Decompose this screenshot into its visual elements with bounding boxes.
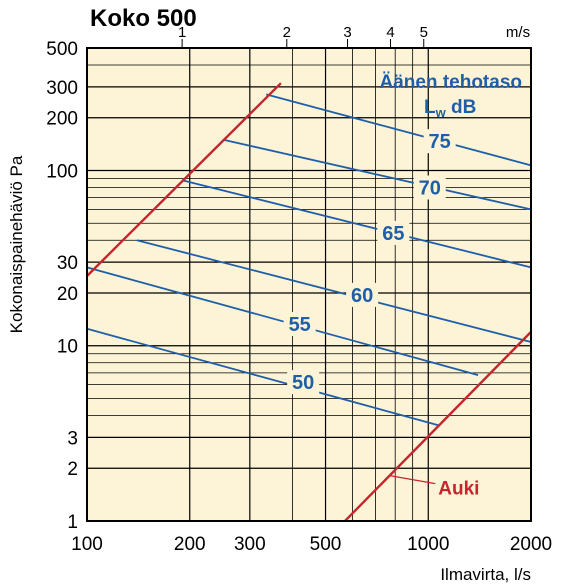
x-tick-label: 2000: [510, 534, 552, 555]
sound-level-line: [86, 327, 440, 427]
x-tick-label: 200: [174, 534, 206, 555]
x-axis-label: Ilmavirta, l/s: [440, 565, 531, 584]
y-tick-label: 200: [46, 109, 78, 130]
sound-level-label: 65: [382, 223, 404, 245]
sound-level-label-bg: [423, 129, 456, 154]
velocity-tick-label: 4: [386, 24, 394, 41]
x-tick-labels: 100 200 300 500 1000 2000: [71, 534, 552, 555]
sound-level-label-bg: [377, 220, 410, 245]
sound-level-label: 55: [289, 314, 311, 336]
y-tick-label: 10: [57, 337, 78, 358]
sound-level-label: 75: [429, 131, 451, 153]
y-tick-label: 20: [57, 284, 78, 305]
x-tick-label: 1000: [407, 534, 449, 555]
plot-frame: [86, 47, 532, 522]
x-tick-label: 100: [71, 534, 103, 555]
sound-power-legend: Äänen tehotaso Lw dB: [379, 72, 522, 120]
sound-level-label-bg: [283, 312, 316, 337]
legend-title: Äänen tehotaso: [379, 72, 522, 93]
sound-level-label: 70: [419, 177, 441, 199]
y-axis-label: Kokonaispainehäviö Pa: [7, 155, 26, 333]
y-tick-label: 300: [46, 78, 78, 99]
x-tick-label: 500: [310, 534, 342, 555]
sound-level-label: 60: [351, 285, 373, 307]
chart-title: Koko 500: [90, 5, 197, 32]
y-tick-label: 1: [67, 512, 78, 533]
open-damper-line: [86, 82, 282, 277]
y-tick-label: 2: [67, 459, 78, 480]
grid-lines: [87, 48, 531, 521]
sound-level-line: [265, 93, 532, 167]
sound-level-label: 50: [292, 372, 314, 394]
y-tick-label: 100: [46, 161, 78, 182]
sound-level-line: [136, 239, 532, 343]
velocity-axis: 1 2 3 4 5 m/s: [178, 24, 530, 48]
x-tick-label: 300: [234, 534, 266, 555]
velocity-tick-label: 2: [283, 24, 291, 41]
y-tick-label: 30: [57, 253, 78, 274]
series-lines: 50 55 60 65 70 75 Auki: [86, 82, 532, 522]
open-damper-label: Auki: [438, 479, 479, 500]
open-damper-line: [344, 331, 532, 522]
velocity-tick-label: 3: [343, 24, 351, 41]
sound-level-label-bg: [346, 282, 379, 307]
velocity-tick-label: 1: [178, 24, 186, 41]
sound-level-label-bg: [413, 175, 446, 200]
open-damper-leader: [389, 475, 436, 485]
y-tick-label: 500: [46, 39, 78, 60]
legend-symbol: Lw dB: [424, 97, 476, 120]
velocity-tick-label: 5: [420, 24, 428, 41]
y-tick-labels: 1 2 3 10 20 30 100 200 300 500: [46, 39, 78, 533]
sound-level-label-bg: [287, 370, 320, 395]
sound-level-line: [222, 138, 532, 211]
y-tick-label: 3: [67, 428, 78, 449]
sound-level-line: [86, 266, 479, 376]
velocity-unit-label: m/s: [506, 24, 530, 41]
sound-level-line: [181, 179, 532, 269]
